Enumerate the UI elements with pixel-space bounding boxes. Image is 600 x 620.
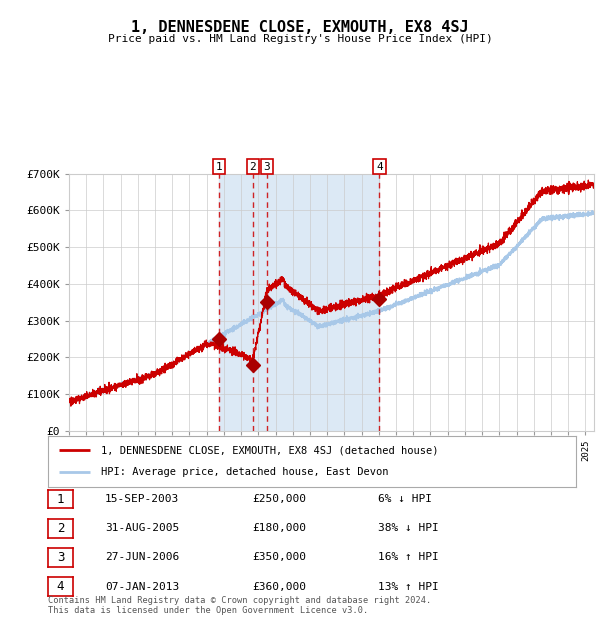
Text: 4: 4 xyxy=(376,162,383,172)
Text: 16% ↑ HPI: 16% ↑ HPI xyxy=(378,552,439,562)
Text: 2: 2 xyxy=(249,162,256,172)
Text: 27-JUN-2006: 27-JUN-2006 xyxy=(105,552,179,562)
Text: 3: 3 xyxy=(57,551,64,564)
Text: 2: 2 xyxy=(57,522,64,534)
Text: 38% ↓ HPI: 38% ↓ HPI xyxy=(378,523,439,533)
Bar xyxy=(219,174,253,431)
Text: 1: 1 xyxy=(215,162,223,172)
Bar xyxy=(253,174,267,431)
Text: 13% ↑ HPI: 13% ↑ HPI xyxy=(378,582,439,591)
Text: Price paid vs. HM Land Registry's House Price Index (HPI): Price paid vs. HM Land Registry's House … xyxy=(107,34,493,44)
Text: 1, DENNESDENE CLOSE, EXMOUTH, EX8 4SJ (detached house): 1, DENNESDENE CLOSE, EXMOUTH, EX8 4SJ (d… xyxy=(101,445,438,455)
Text: 3: 3 xyxy=(263,162,270,172)
Text: 1, DENNESDENE CLOSE, EXMOUTH, EX8 4SJ: 1, DENNESDENE CLOSE, EXMOUTH, EX8 4SJ xyxy=(131,20,469,35)
Text: £350,000: £350,000 xyxy=(252,552,306,562)
Text: Contains HM Land Registry data © Crown copyright and database right 2024.
This d: Contains HM Land Registry data © Crown c… xyxy=(48,596,431,615)
Text: 07-JAN-2013: 07-JAN-2013 xyxy=(105,582,179,591)
Text: 1: 1 xyxy=(57,493,64,505)
Text: £250,000: £250,000 xyxy=(252,494,306,504)
Text: £180,000: £180,000 xyxy=(252,523,306,533)
Text: HPI: Average price, detached house, East Devon: HPI: Average price, detached house, East… xyxy=(101,467,388,477)
Text: 6% ↓ HPI: 6% ↓ HPI xyxy=(378,494,432,504)
Text: £360,000: £360,000 xyxy=(252,582,306,591)
Bar xyxy=(267,174,379,431)
Text: 4: 4 xyxy=(57,580,64,593)
Text: 15-SEP-2003: 15-SEP-2003 xyxy=(105,494,179,504)
Text: 31-AUG-2005: 31-AUG-2005 xyxy=(105,523,179,533)
